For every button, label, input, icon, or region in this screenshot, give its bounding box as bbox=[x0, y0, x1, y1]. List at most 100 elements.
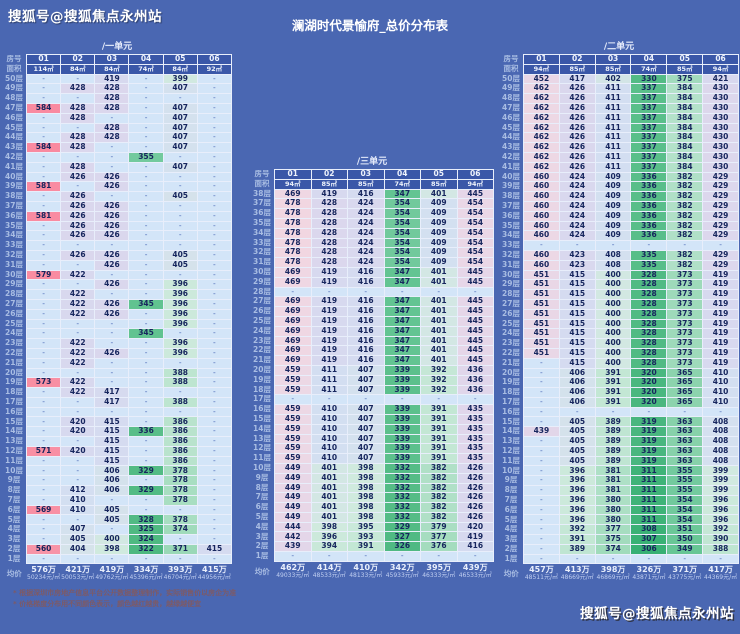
price-cell: 429 bbox=[702, 200, 739, 212]
price-cell: 415 bbox=[558, 357, 596, 369]
price-cell: 460 bbox=[523, 220, 560, 232]
price-cell: 339 bbox=[383, 364, 421, 376]
price-cell: 426 bbox=[558, 142, 596, 153]
price-cell: 581 bbox=[25, 181, 62, 193]
price-cell: 389 bbox=[594, 416, 632, 428]
price-cell: - bbox=[25, 161, 62, 173]
price-cell: 428 bbox=[60, 83, 96, 95]
price-cell: 391 bbox=[420, 423, 458, 435]
area-header: 114㎡ bbox=[25, 63, 62, 75]
price-cell: - bbox=[25, 328, 62, 340]
price-cell: 410 bbox=[702, 387, 739, 398]
price-cell: 459 bbox=[274, 374, 312, 386]
price-table-unit-2: 房号 01 02 03 04 05 06 面积 94㎡ 85㎡ 85㎡ 74㎡ 85㎡ 94㎡ 50层 452… bbox=[499, 54, 739, 583]
area-header: 74㎡ bbox=[128, 63, 164, 75]
price-cell: 459 bbox=[274, 423, 312, 435]
row-label: 1层 bbox=[7, 554, 21, 563]
price-cell: - bbox=[196, 93, 233, 104]
price-cell: 329 bbox=[383, 521, 421, 533]
row-label: 房号 bbox=[6, 54, 22, 64]
price-cell: - bbox=[25, 357, 62, 369]
price-cell: 400 bbox=[594, 269, 632, 281]
price-cell: 426 bbox=[558, 102, 596, 114]
price-cell: - bbox=[94, 318, 130, 330]
row-label: 40层 bbox=[502, 172, 520, 181]
price-cell: - bbox=[196, 445, 233, 457]
price-cell: 424 bbox=[347, 227, 385, 239]
row-label: 19层 bbox=[253, 375, 271, 384]
row-label: 47层 bbox=[5, 103, 23, 113]
price-cell: 462 bbox=[523, 132, 560, 144]
price-cell: 584 bbox=[25, 102, 62, 114]
price-cell: - bbox=[128, 122, 164, 134]
price-cell: - bbox=[523, 534, 560, 545]
price-cell: - bbox=[196, 377, 233, 389]
price-cell: 424 bbox=[347, 257, 385, 268]
price-cell: 410 bbox=[310, 404, 348, 415]
price-cell: - bbox=[128, 93, 164, 104]
price-cell: - bbox=[196, 210, 233, 222]
price-cell: 426 bbox=[558, 83, 596, 95]
price-cell: 363 bbox=[666, 426, 704, 438]
row-label: 13层 bbox=[5, 436, 23, 446]
price-cell: 339 bbox=[383, 453, 421, 464]
price-cell: 378 bbox=[162, 475, 198, 487]
price-cell: 415 bbox=[558, 289, 596, 300]
price-cell: 430 bbox=[702, 132, 739, 144]
price-cell: 405 bbox=[558, 426, 596, 438]
price-cell: - bbox=[94, 328, 130, 340]
price-cell: 417 bbox=[94, 396, 130, 408]
price-cell: 469 bbox=[274, 345, 312, 357]
price-cell: 384 bbox=[666, 161, 704, 173]
price-cell: 422 bbox=[60, 357, 96, 369]
price-cell: 416 bbox=[347, 306, 385, 317]
row-label: 39层 bbox=[502, 181, 520, 191]
price-cell: - bbox=[128, 142, 164, 153]
price-cell: 311 bbox=[630, 465, 668, 477]
price-cell: 569 bbox=[25, 504, 62, 516]
price-cell: 421 bbox=[702, 73, 739, 85]
price-cell: 422 bbox=[60, 347, 96, 359]
price-cell: - bbox=[523, 436, 560, 447]
price-cell: 445 bbox=[456, 315, 494, 327]
row-label: 1层 bbox=[255, 551, 269, 561]
price-cell: - bbox=[523, 485, 560, 496]
price-cell: 396 bbox=[162, 318, 198, 330]
price-cell: 439 bbox=[523, 426, 560, 438]
avg-total: 457万 bbox=[529, 565, 554, 575]
price-cell: 401 bbox=[420, 188, 458, 200]
watermark-bottom: 搜狐号@搜狐焦点永州站 bbox=[580, 606, 734, 622]
area-header: 94㎡ bbox=[702, 63, 739, 75]
price-cell: - bbox=[94, 494, 130, 506]
price-cell: - bbox=[94, 191, 130, 202]
row-label: 20层 bbox=[502, 368, 520, 377]
price-cell: 400 bbox=[594, 298, 632, 310]
price-cell: 395 bbox=[347, 521, 385, 533]
price-cell: 389 bbox=[594, 426, 632, 438]
price-cell: 400 bbox=[594, 357, 632, 369]
price-cell: 445 bbox=[456, 306, 494, 317]
row-label: 16层 bbox=[253, 404, 271, 414]
price-cell: - bbox=[128, 367, 164, 379]
price-cell: - bbox=[60, 279, 96, 291]
price-cell: 384 bbox=[666, 93, 704, 104]
price-cell: 408 bbox=[594, 259, 632, 271]
price-cell: - bbox=[25, 485, 62, 496]
row-label: 46层 bbox=[502, 113, 520, 122]
price-cell: 388 bbox=[162, 377, 198, 389]
price-cell: 396 bbox=[702, 514, 739, 526]
price-cell: 426 bbox=[456, 472, 494, 484]
row-label: 43层 bbox=[502, 142, 520, 152]
price-cell: 428 bbox=[94, 93, 130, 104]
price-cell: - bbox=[196, 347, 233, 359]
price-cell: 428 bbox=[60, 142, 96, 153]
price-cell: 379 bbox=[420, 521, 458, 533]
price-cell: - bbox=[196, 308, 233, 320]
avg-unit-price: 48133元/㎡ bbox=[349, 571, 383, 579]
price-cell: 390 bbox=[702, 534, 739, 545]
unit-section-1: /一单元 房号 01 02 03 04 05 06 面积 114㎡ 84㎡ 84㎡ 74㎡ 84㎡ 92㎡… bbox=[2, 41, 233, 583]
price-cell: 478 bbox=[274, 257, 312, 268]
price-cell: 416 bbox=[347, 276, 385, 288]
price-cell: 459 bbox=[274, 384, 312, 396]
avg-total: 393万 bbox=[167, 565, 193, 575]
